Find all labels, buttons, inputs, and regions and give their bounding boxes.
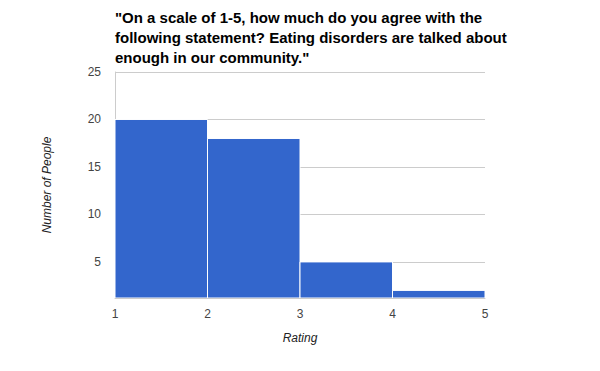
svg-text:"On a scale of 1-5, how much d: "On a scale of 1-5, how much do you agre… bbox=[115, 9, 486, 26]
svg-text:3: 3 bbox=[297, 307, 304, 321]
svg-text:4: 4 bbox=[389, 307, 396, 321]
svg-text:Rating: Rating bbox=[283, 331, 318, 345]
svg-text:25: 25 bbox=[88, 65, 102, 79]
svg-text:10: 10 bbox=[88, 207, 102, 221]
svg-text:20: 20 bbox=[88, 112, 102, 126]
svg-text:5: 5 bbox=[482, 307, 489, 321]
svg-text:enough in our community.": enough in our community." bbox=[115, 49, 309, 66]
svg-text:following statement? Eating di: following statement? Eating disorders ar… bbox=[115, 29, 511, 46]
svg-text:Number of People: Number of People bbox=[40, 136, 54, 233]
svg-text:15: 15 bbox=[88, 160, 102, 174]
svg-text:5: 5 bbox=[94, 255, 101, 269]
svg-text:1: 1 bbox=[112, 307, 119, 321]
svg-text:2: 2 bbox=[204, 307, 211, 321]
